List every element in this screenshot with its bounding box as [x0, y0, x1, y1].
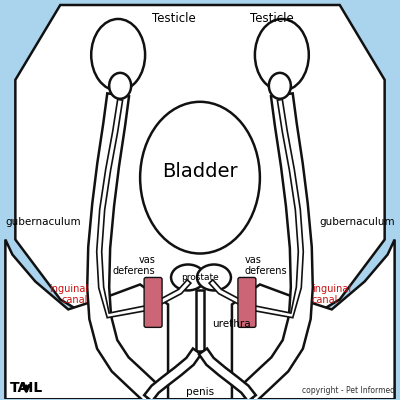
Polygon shape — [144, 348, 201, 400]
Text: penis: penis — [186, 387, 214, 397]
Ellipse shape — [91, 19, 145, 91]
Polygon shape — [196, 290, 204, 351]
Polygon shape — [240, 93, 313, 400]
Polygon shape — [209, 100, 303, 318]
Text: vas
deferens: vas deferens — [112, 254, 155, 276]
Ellipse shape — [197, 264, 231, 290]
Text: prostate: prostate — [181, 273, 219, 282]
Text: Testicle: Testicle — [250, 12, 294, 25]
Polygon shape — [232, 240, 395, 399]
FancyBboxPatch shape — [144, 278, 162, 327]
Ellipse shape — [255, 19, 309, 91]
Text: gubernaculum: gubernaculum — [5, 216, 81, 226]
Text: vas
deferens: vas deferens — [245, 254, 288, 276]
Ellipse shape — [269, 73, 291, 99]
Ellipse shape — [171, 264, 205, 290]
Polygon shape — [15, 5, 385, 399]
Text: Bladder: Bladder — [162, 162, 238, 181]
FancyBboxPatch shape — [238, 278, 256, 327]
Text: gubernaculum: gubernaculum — [319, 216, 395, 226]
Text: inguinal
canal: inguinal canal — [312, 284, 351, 305]
Polygon shape — [87, 93, 160, 400]
Text: inguinal
canal: inguinal canal — [49, 284, 88, 305]
Text: urethra: urethra — [212, 319, 251, 329]
Polygon shape — [5, 240, 168, 399]
Polygon shape — [199, 348, 256, 400]
Ellipse shape — [140, 102, 260, 254]
Polygon shape — [97, 100, 191, 318]
Text: TAIL: TAIL — [10, 381, 44, 395]
Text: Testicle: Testicle — [152, 12, 196, 25]
Text: copyright - Pet Informed: copyright - Pet Informed — [302, 386, 395, 395]
Ellipse shape — [109, 73, 131, 99]
